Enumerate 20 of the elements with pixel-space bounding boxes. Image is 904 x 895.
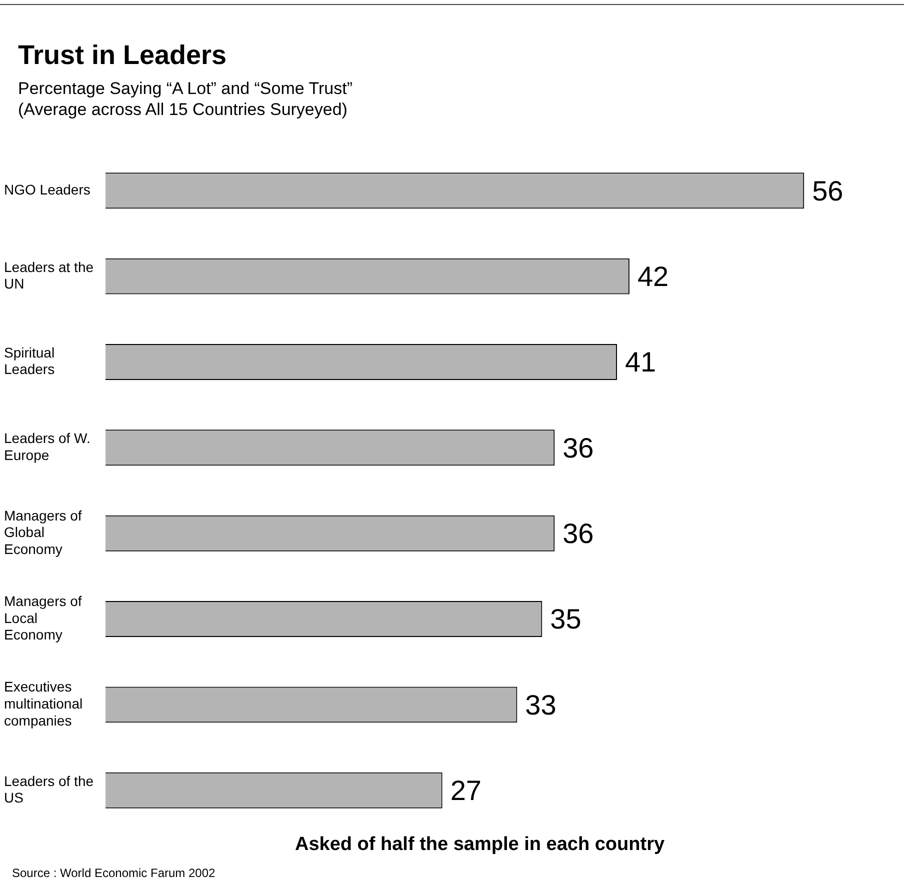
y-tick-label: NGO Leaders [4,181,90,198]
chart-subtitle: Percentage Saying “A Lot” and “Some Trust” (Average across All 15 Countries Suryeyed) [18,78,353,120]
y-tick-label: Leaders of the US [4,772,94,806]
data-label: 35 [550,604,582,635]
y-tick-label: Leaders at the UN [4,258,94,292]
chart-title: Trust in Leaders [18,40,227,71]
source-note: Source : World Economic Farum 2002 [12,866,216,880]
data-label: 41 [624,346,656,378]
data-label: 33 [525,689,556,720]
y-tick-label: Managers of Local Economy [4,593,82,643]
y-tick-label: Spiritual Leaders [4,344,55,378]
y-tick-label: Executives multinational companies [4,678,83,728]
data-label: 56 [812,175,844,206]
data-label: 27 [450,775,482,806]
data-label: 42 [637,261,669,292]
y-tick-label: Managers of Global Economy [4,507,82,557]
x-axis-title: Asked of half the sample in each country [294,834,665,855]
data-label: 36 [562,518,594,550]
y-tick-label: Leaders of W. Europe [4,430,90,463]
data-label: 36 [562,432,594,464]
